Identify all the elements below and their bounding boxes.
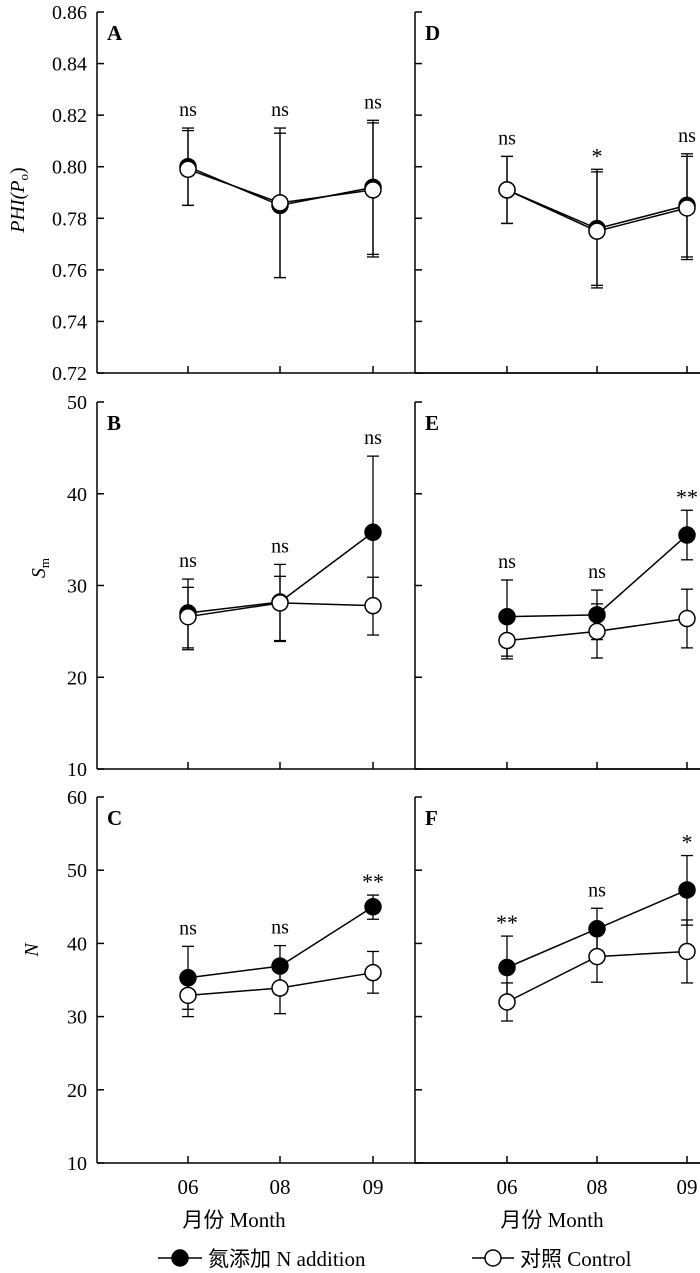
point-n-addition [271, 957, 289, 975]
point-control [179, 607, 197, 626]
x-axis-title-left: 月份 Month [182, 1208, 286, 1232]
point-n-addition [678, 881, 696, 899]
point-n-addition [498, 958, 516, 977]
y-tick-label: 0.86 [52, 2, 87, 24]
point-control [364, 181, 382, 199]
y-tick-label: 60 [67, 787, 87, 809]
legend-n-addition-label: 氮添加 N addition [208, 1247, 366, 1271]
x-tick-label: 06 [497, 1175, 518, 1199]
point-control [179, 986, 197, 1005]
y-tick-label: 0.80 [52, 157, 87, 179]
y-tick-label: 0.72 [52, 363, 87, 385]
y-tick-label: 0.74 [52, 311, 87, 333]
panel-d: Dns * ns [414, 11, 700, 374]
y-axis-title-phi: PHI(Po) [7, 167, 31, 233]
point-control [498, 631, 516, 650]
x-tick-label: 08 [270, 1175, 291, 1199]
point-n-addition [364, 523, 382, 542]
point-control [678, 942, 696, 961]
point-control [588, 947, 606, 966]
y-tick-label: 0.84 [52, 54, 87, 76]
panel-label-f: F [425, 806, 438, 830]
significance-label: ns [364, 427, 382, 449]
panel-label-b: B [107, 411, 121, 435]
point-control [271, 979, 289, 997]
significance-label: ns [588, 561, 606, 583]
legend: 氮添加 N addition 对照 Control [158, 1247, 632, 1271]
point-control [588, 622, 606, 641]
x-tick-label: 09 [677, 1175, 698, 1199]
point-control [588, 222, 606, 240]
significance-label: ** [676, 484, 698, 509]
significance-label: ns [179, 550, 197, 572]
panel-label-c: C [107, 806, 122, 830]
point-n-addition [678, 526, 696, 544]
point-control [179, 160, 197, 179]
y-tick-label: 0.82 [52, 105, 87, 127]
significance-label: ** [362, 869, 384, 894]
significance-label: * [592, 143, 603, 168]
point-control [498, 993, 516, 1011]
legend-control-label: 对照 Control [520, 1247, 632, 1271]
y-tick-label: 50 [67, 860, 87, 882]
y-tick-label: 40 [67, 933, 87, 955]
panel-f: 06 08 09 F ** ns * [414, 796, 700, 1199]
significance-label: ns [588, 879, 606, 901]
y-tick-label: 10 [67, 1153, 87, 1175]
point-control [678, 609, 696, 628]
x-tick-label: 08 [587, 1175, 608, 1199]
y-tick-label: 0.78 [52, 208, 87, 230]
panel-c: 10 20 30 40 50 60 06 08 09 Cns ns ** [67, 787, 700, 1199]
point-n-addition [498, 607, 516, 626]
point-n-addition [588, 606, 606, 624]
point-n-addition [588, 920, 606, 938]
significance-label: ns [271, 917, 289, 939]
y-tick-label: 20 [67, 667, 87, 689]
significance-label: ns [179, 917, 197, 939]
x-tick-label: 06 [178, 1175, 199, 1199]
x-tick-label: 09 [363, 1175, 384, 1199]
x-axis-title-right: 月份 Month [500, 1208, 604, 1232]
panel-label-e: E [425, 411, 439, 435]
y-tick-label: 50 [67, 392, 87, 414]
significance-label: * [682, 830, 693, 855]
significance-label: ns [179, 99, 197, 121]
point-n-addition [364, 898, 382, 916]
y-axis-title-sm: Sm [28, 558, 52, 578]
significance-label: ns [271, 535, 289, 557]
y-tick-label: 10 [67, 759, 87, 781]
panel-a: 0.72 0.74 0.76 0.78 0.80 0.82 0.84 0.86 Ans ns ns [52, 2, 700, 385]
significance-label: ns [364, 91, 382, 113]
y-tick-label: 30 [67, 1007, 87, 1029]
y-axis-title-n: N [21, 942, 43, 958]
y-tick-label: 0.76 [52, 260, 87, 282]
significance-label: ns [498, 551, 516, 573]
y-tick-label: 30 [67, 576, 87, 598]
point-control [364, 596, 382, 615]
point-control [271, 594, 289, 612]
panel-label-d: D [425, 21, 440, 45]
significance-label: ns [498, 127, 516, 149]
y-tick-label: 40 [67, 484, 87, 506]
legend-control-marker [484, 1249, 502, 1267]
point-control [271, 194, 289, 212]
point-n-addition [179, 969, 197, 987]
legend-n-addition-marker [171, 1249, 189, 1267]
significance-label: ns [271, 99, 289, 121]
y-tick-label: 20 [67, 1080, 87, 1102]
panel-b: 10 20 30 40 50 Bns ns ns [67, 392, 700, 781]
point-control [498, 181, 516, 199]
point-control [364, 963, 382, 982]
panel-e: Ens ns ** [414, 401, 700, 770]
significance-label: ns [678, 125, 696, 147]
panel-label-a: A [107, 21, 123, 45]
point-control [678, 199, 696, 217]
significance-label: ** [496, 910, 518, 935]
